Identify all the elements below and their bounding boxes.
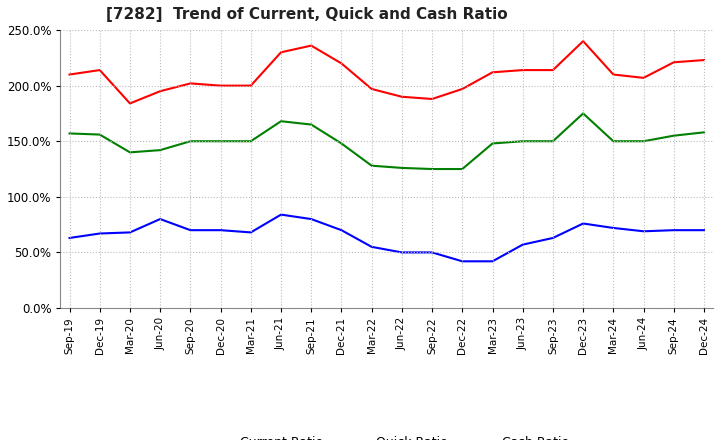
Cash Ratio [397, 250, 406, 255]
Cash Ratio [126, 230, 135, 235]
Cash Ratio [216, 227, 225, 233]
Quick Ratio [670, 133, 678, 138]
Quick Ratio [367, 163, 376, 169]
Quick Ratio [700, 130, 708, 135]
Legend: Current Ratio, Quick Ratio, Cash Ratio: Current Ratio, Quick Ratio, Cash Ratio [199, 431, 574, 440]
Quick Ratio [518, 139, 527, 144]
Current Ratio [488, 70, 497, 75]
Quick Ratio [96, 132, 104, 137]
Cash Ratio [549, 235, 557, 241]
Current Ratio [186, 81, 194, 86]
Cash Ratio [307, 216, 315, 222]
Line: Quick Ratio: Quick Ratio [70, 114, 704, 169]
Quick Ratio [549, 139, 557, 144]
Cash Ratio [246, 230, 255, 235]
Cash Ratio [337, 227, 346, 233]
Current Ratio [549, 67, 557, 73]
Current Ratio [216, 83, 225, 88]
Current Ratio [639, 75, 648, 81]
Cash Ratio [186, 227, 194, 233]
Quick Ratio [246, 139, 255, 144]
Current Ratio [276, 50, 285, 55]
Cash Ratio [156, 216, 164, 222]
Current Ratio [700, 58, 708, 63]
Cash Ratio [579, 221, 588, 226]
Cash Ratio [66, 235, 74, 241]
Cash Ratio [458, 259, 467, 264]
Quick Ratio [126, 150, 135, 155]
Quick Ratio [428, 166, 436, 172]
Quick Ratio [458, 166, 467, 172]
Current Ratio [670, 60, 678, 65]
Quick Ratio [639, 139, 648, 144]
Quick Ratio [186, 139, 194, 144]
Cash Ratio [367, 244, 376, 249]
Current Ratio [579, 39, 588, 44]
Cash Ratio [700, 227, 708, 233]
Cash Ratio [488, 259, 497, 264]
Current Ratio [156, 88, 164, 94]
Cash Ratio [518, 242, 527, 247]
Current Ratio [518, 67, 527, 73]
Quick Ratio [216, 139, 225, 144]
Quick Ratio [397, 165, 406, 171]
Current Ratio [609, 72, 618, 77]
Quick Ratio [66, 131, 74, 136]
Line: Cash Ratio: Cash Ratio [70, 215, 704, 261]
Current Ratio [428, 96, 436, 102]
Cash Ratio [276, 212, 285, 217]
Cash Ratio [428, 250, 436, 255]
Current Ratio [307, 43, 315, 48]
Quick Ratio [579, 111, 588, 116]
Current Ratio [367, 86, 376, 92]
Quick Ratio [609, 139, 618, 144]
Current Ratio [66, 72, 74, 77]
Quick Ratio [307, 122, 315, 127]
Cash Ratio [96, 231, 104, 236]
Current Ratio [397, 94, 406, 99]
Text: [7282]  Trend of Current, Quick and Cash Ratio: [7282] Trend of Current, Quick and Cash … [106, 7, 508, 22]
Line: Current Ratio: Current Ratio [70, 41, 704, 103]
Cash Ratio [670, 227, 678, 233]
Current Ratio [126, 101, 135, 106]
Quick Ratio [337, 141, 346, 146]
Current Ratio [246, 83, 255, 88]
Cash Ratio [639, 229, 648, 234]
Current Ratio [458, 86, 467, 92]
Current Ratio [337, 61, 346, 66]
Quick Ratio [156, 147, 164, 153]
Current Ratio [96, 67, 104, 73]
Cash Ratio [609, 225, 618, 231]
Quick Ratio [488, 141, 497, 146]
Quick Ratio [276, 119, 285, 124]
